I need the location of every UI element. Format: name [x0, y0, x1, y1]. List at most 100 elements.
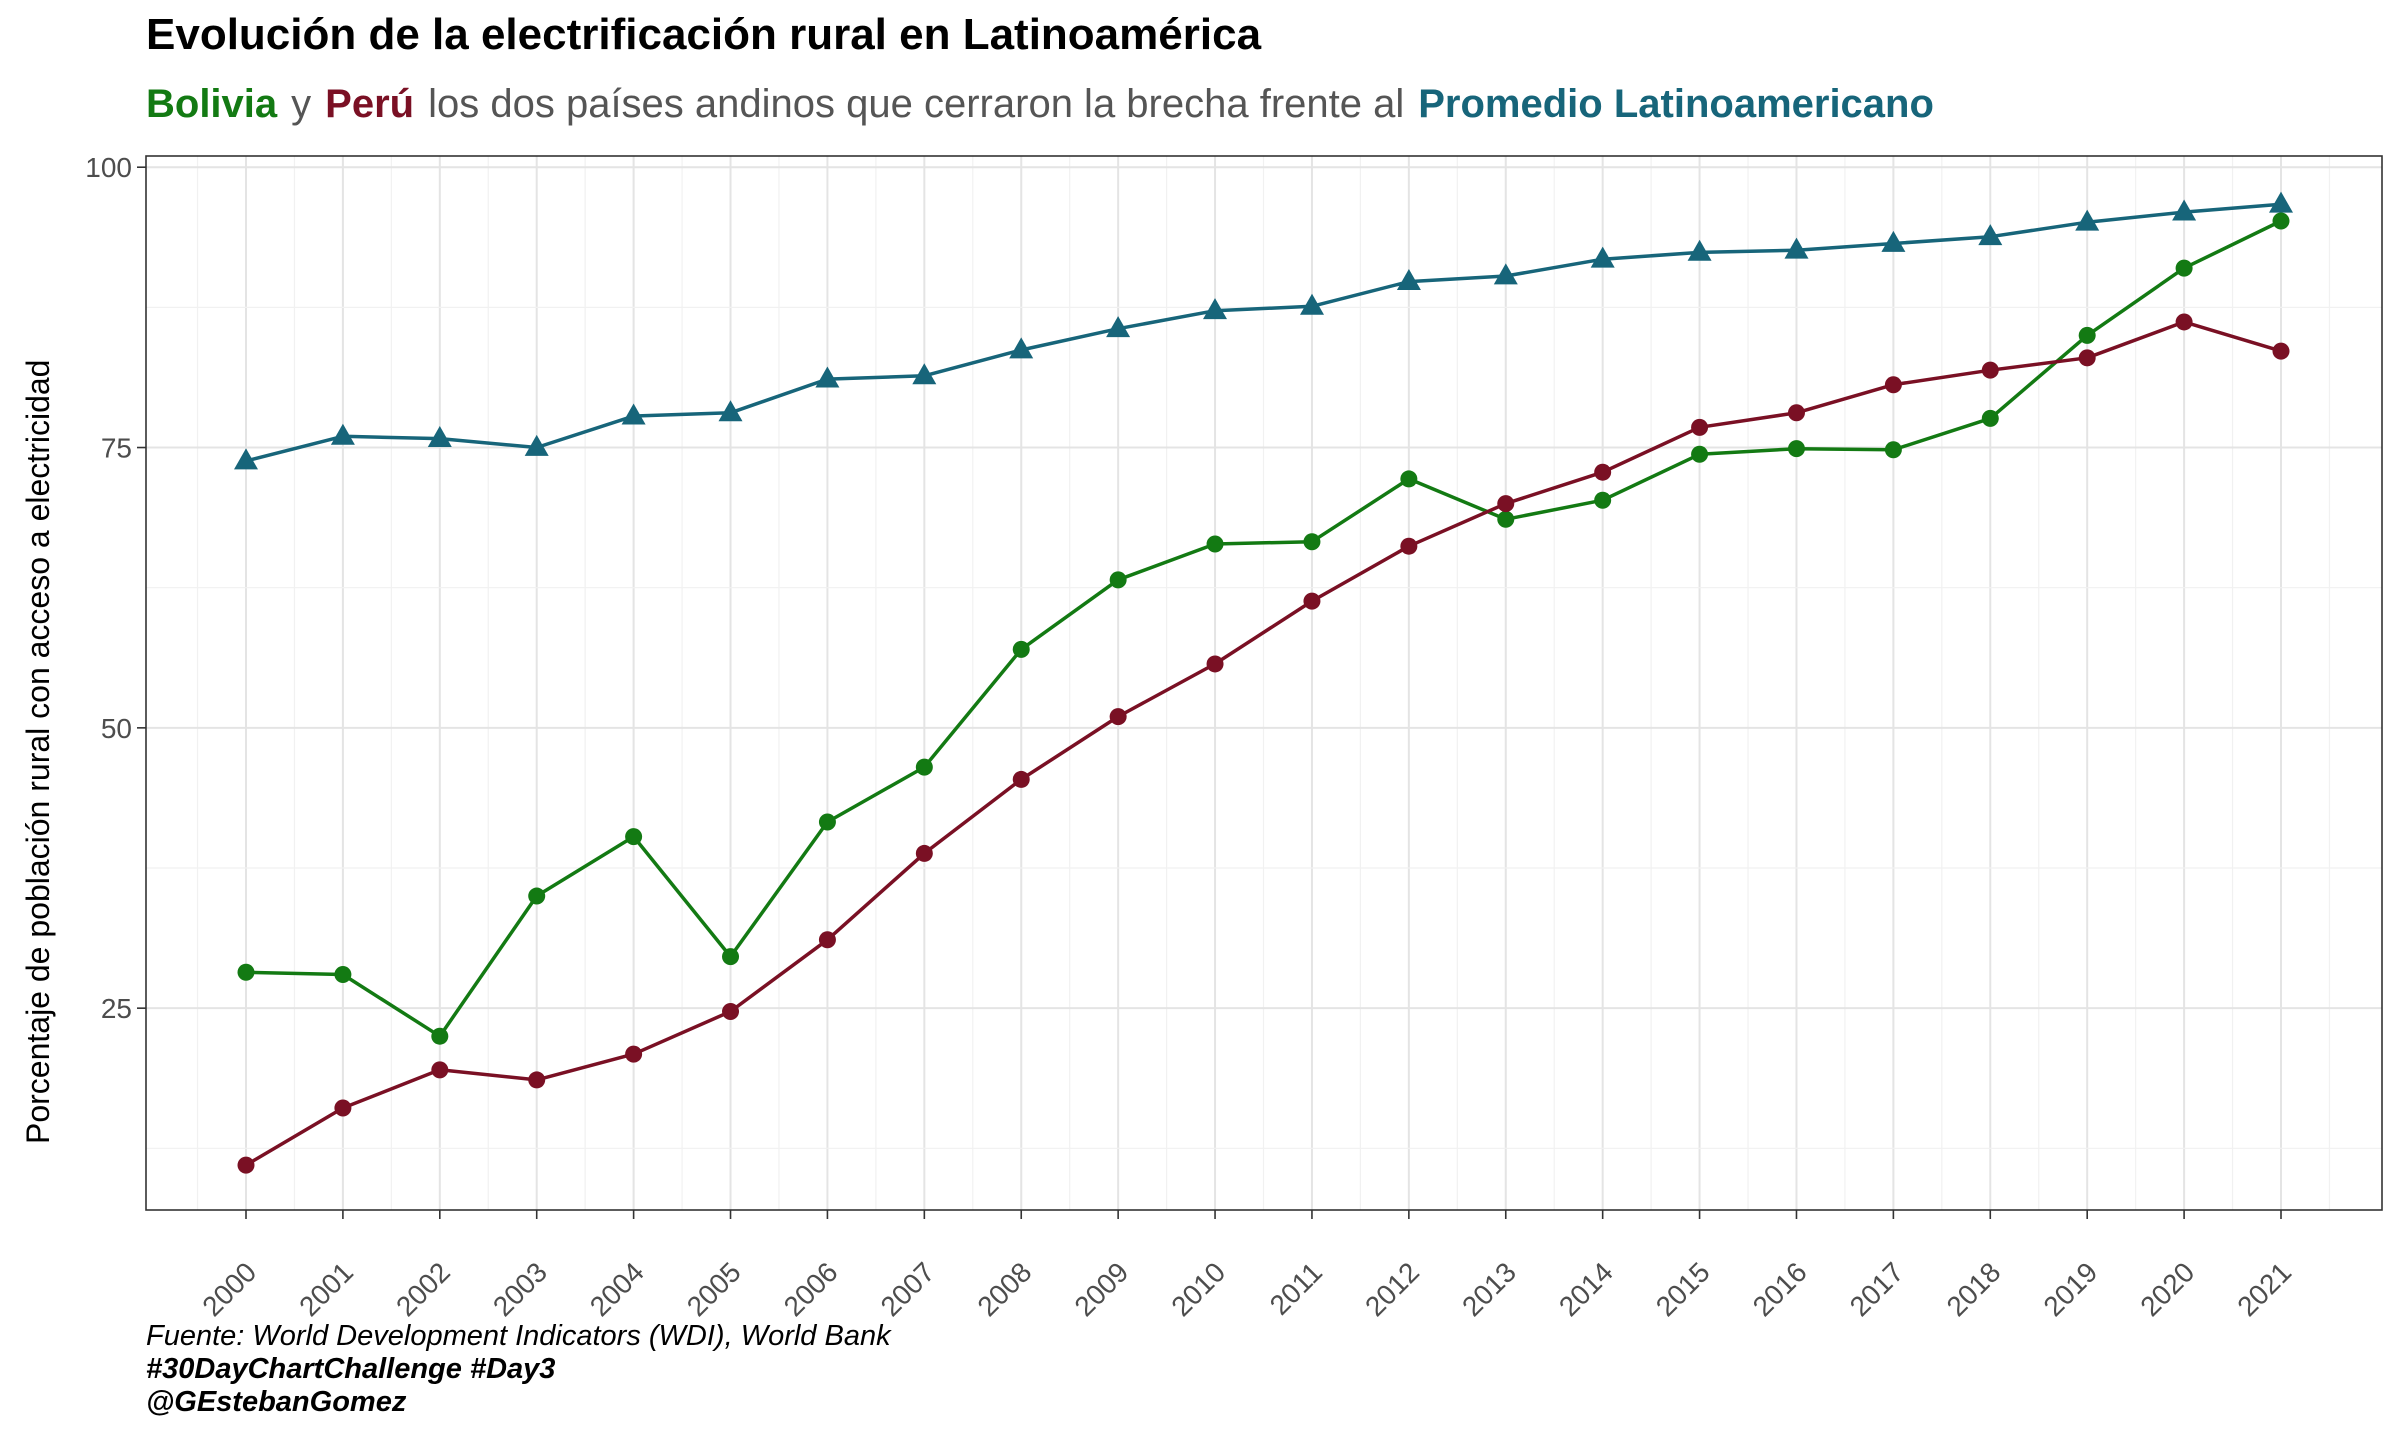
data-point-bolivia: [915, 758, 933, 776]
x-tick-label: 2017: [1844, 1256, 1910, 1322]
x-tick-label: 2012: [1359, 1256, 1425, 1322]
x-tick-label: 2010: [1165, 1256, 1231, 1322]
data-point-peru: [237, 1156, 255, 1174]
x-tick-label: 2011: [1264, 1256, 1329, 1321]
series-bolivia: [237, 212, 2290, 1045]
data-point-peru: [1400, 537, 1418, 555]
data-point-bolivia: [1012, 640, 1030, 658]
data-point-bolivia: [2272, 212, 2290, 230]
data-point-peru: [1497, 495, 1515, 513]
data-point-peru: [1012, 770, 1030, 788]
data-point-promedio-latinoamericano: [621, 403, 646, 425]
x-tick-label: 2021: [2231, 1256, 2297, 1322]
data-point-promedio-latinoamericano: [1203, 298, 1227, 320]
x-tick-label: 2007: [875, 1256, 941, 1322]
caption-source: Fuente: World Development Indicators (WD…: [146, 1320, 891, 1352]
data-point-bolivia: [237, 963, 255, 981]
series-line-bolivia: [245, 219, 2282, 1038]
data-point-promedio-latinoamericano: [1493, 263, 1518, 285]
data-point-promedio-latinoamericano: [1687, 239, 1712, 261]
data-point-peru: [431, 1061, 449, 1079]
x-tick-label: 2020: [2134, 1256, 2200, 1322]
data-point-bolivia: [722, 948, 740, 966]
data-point-peru: [1981, 361, 1999, 379]
data-point-bolivia: [334, 966, 352, 984]
data-point-bolivia: [528, 887, 546, 905]
x-tick-label: 2018: [1941, 1256, 2007, 1322]
series-line-peru: [245, 320, 2282, 1167]
data-point-promedio-latinoamericano: [1009, 337, 1034, 359]
x-tick-label: 2014: [1553, 1256, 1619, 1322]
data-point-promedio-latinoamericano: [1881, 230, 1906, 252]
data-point-bolivia: [1981, 409, 1999, 427]
data-point-bolivia: [1884, 441, 1902, 459]
data-point-promedio-latinoamericano: [427, 426, 452, 447]
data-point-promedio-latinoamericano: [1784, 237, 1809, 259]
data-point-bolivia: [1691, 445, 1709, 463]
data-point-bolivia: [1787, 440, 1805, 458]
x-tick-label: 2009: [1068, 1256, 1134, 1322]
data-point-peru: [818, 931, 836, 949]
data-point-peru: [625, 1045, 643, 1063]
caption-author: @GEstebanGomez: [146, 1386, 407, 1418]
data-point-bolivia: [1400, 470, 1418, 488]
data-point-bolivia: [1109, 571, 1127, 589]
data-point-bolivia: [431, 1027, 449, 1045]
data-point-promedio-latinoamericano: [912, 363, 937, 385]
caption-challenge: #30DayChartChallenge #Day3: [146, 1353, 556, 1385]
data-point-bolivia: [1206, 535, 1224, 553]
chart-title: Evolución de la electrificación rural en…: [146, 10, 1262, 59]
x-tick-label: 2004: [584, 1256, 650, 1322]
data-point-promedio-latinoamericano: [1978, 224, 2003, 246]
data-point-peru: [915, 844, 933, 862]
data-point-promedio-latinoamericano: [2269, 191, 2293, 213]
y-tick-label: 100: [85, 152, 132, 183]
x-tick-label: 2008: [972, 1256, 1038, 1322]
data-point-bolivia: [2175, 259, 2193, 277]
x-tick-label: 2003: [487, 1256, 553, 1322]
caption: Fuente: World Development Indicators (WD…: [146, 1320, 891, 1419]
data-point-bolivia: [625, 828, 643, 846]
data-point-peru: [2272, 342, 2290, 360]
data-point-peru: [528, 1071, 546, 1089]
y-tick-label: 50: [101, 713, 132, 744]
x-tick-label: 2002: [390, 1256, 456, 1322]
subtitle-promedio: Promedio Latinoamericano: [1418, 82, 1934, 126]
subtitle-middle: los dos países andinos que cerraron la b…: [428, 82, 1405, 126]
data-point-promedio-latinoamericano: [524, 434, 549, 456]
data-point-bolivia: [2078, 326, 2096, 344]
data-point-promedio-latinoamericano: [718, 400, 743, 422]
series-promedio-latinoamericano: [234, 191, 2293, 470]
x-tick-label: 2013: [1456, 1256, 1522, 1322]
x-tick-label: 2005: [681, 1256, 747, 1322]
data-point-promedio-latinoamericano: [234, 448, 258, 470]
data-point-promedio-latinoamericano: [1590, 246, 1615, 268]
data-point-promedio-latinoamericano: [1396, 269, 1421, 290]
data-point-peru: [334, 1099, 352, 1117]
data-point-promedio-latinoamericano: [1300, 293, 1324, 315]
x-tick-label: 2000: [196, 1256, 262, 1322]
data-point-peru: [1884, 376, 1902, 394]
series: [234, 191, 2293, 1174]
subtitle-peru: Perú: [325, 82, 415, 126]
x-tick-label: 2001: [293, 1256, 359, 1322]
y-tick-label: 75: [101, 433, 132, 464]
data-point-promedio-latinoamericano: [2172, 199, 2197, 221]
data-point-bolivia: [1497, 510, 1515, 528]
data-point-peru: [1594, 463, 1612, 481]
subtitle-bolivia: Bolivia: [146, 82, 278, 126]
series-peru: [237, 313, 2290, 1174]
subtitle-y: y: [291, 82, 312, 126]
data-point-bolivia: [818, 813, 836, 831]
x-tick-label: 2019: [2037, 1256, 2103, 1322]
data-point-promedio-latinoamericano: [1106, 316, 1131, 338]
x-tick-label: 2015: [1650, 1256, 1716, 1322]
x-tick-label: 2006: [778, 1256, 844, 1322]
data-point-promedio-latinoamericano: [330, 423, 355, 445]
data-point-peru: [1303, 592, 1321, 610]
data-point-bolivia: [1594, 491, 1612, 509]
data-point-peru: [1787, 404, 1805, 422]
grid: [146, 156, 2382, 1210]
data-point-peru: [1109, 708, 1127, 726]
panel-border: [145, 155, 2383, 1211]
